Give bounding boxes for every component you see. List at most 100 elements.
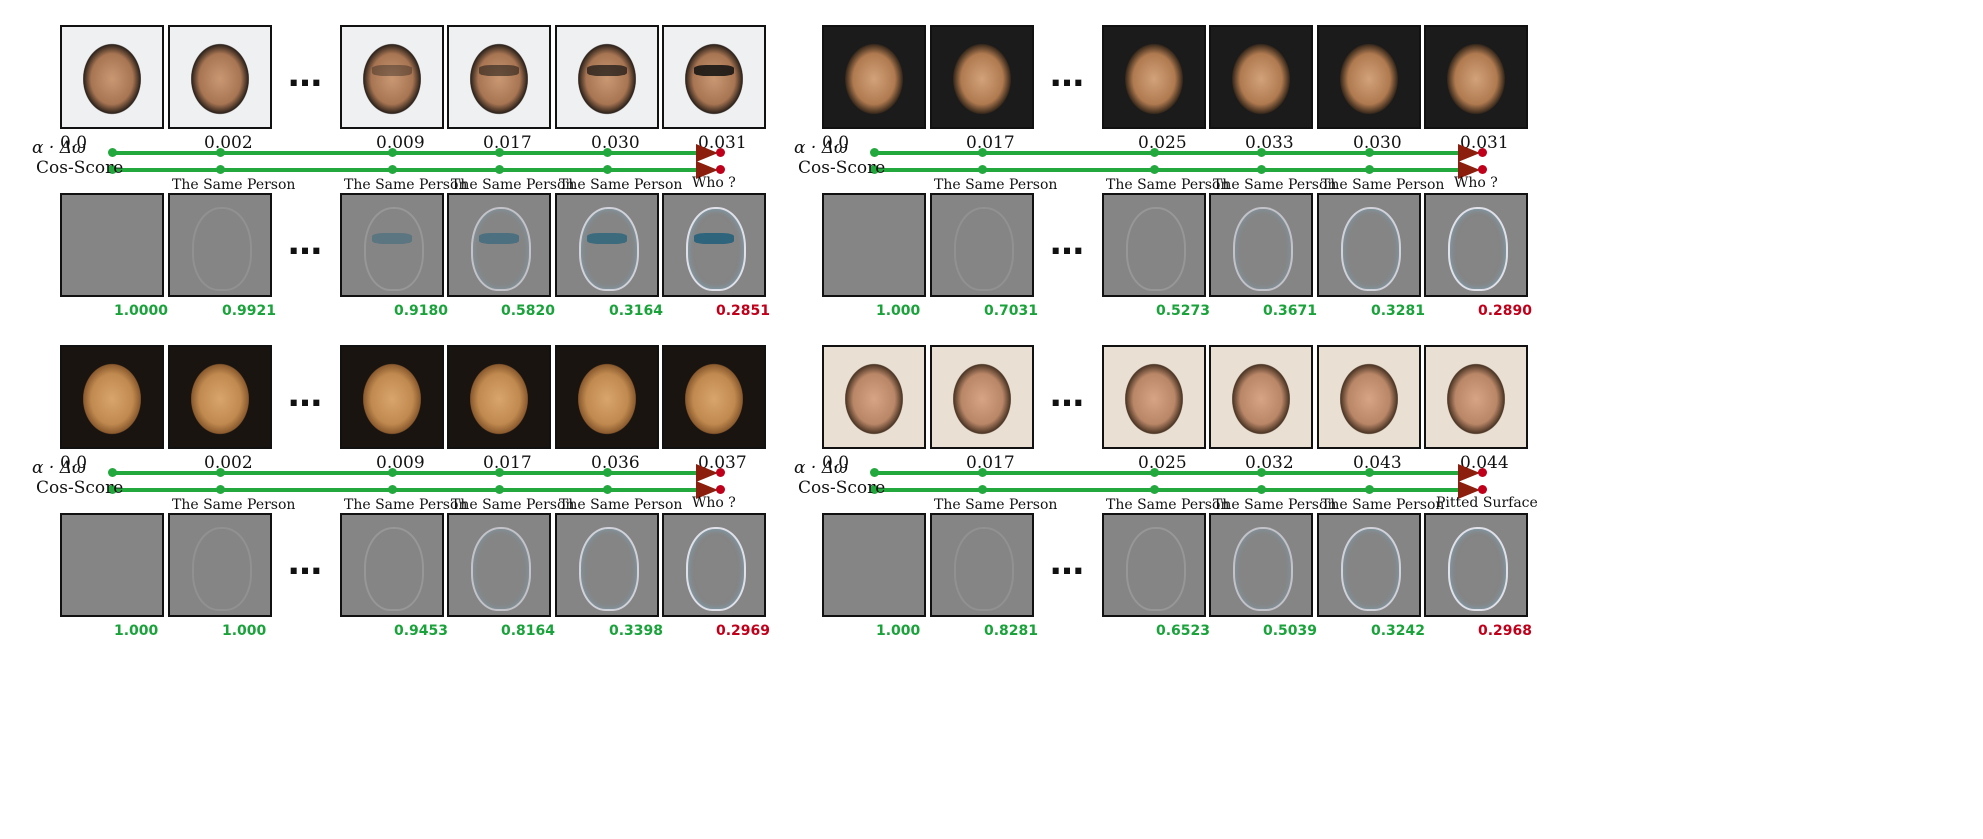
face-image — [1102, 25, 1206, 129]
sunglasses — [372, 65, 412, 76]
progress-node — [495, 148, 504, 157]
difference-map — [662, 193, 766, 297]
difference-map — [555, 513, 659, 617]
alpha-value: 0.036 — [591, 453, 640, 473]
difference-map — [1209, 193, 1313, 297]
progress-node — [1365, 148, 1374, 157]
progress-node — [978, 468, 987, 477]
face-image — [662, 25, 766, 129]
progress-node — [1365, 485, 1374, 494]
arrow-head — [696, 161, 718, 179]
alpha-value: 0.043 — [1353, 453, 1402, 473]
face-outline — [686, 527, 746, 611]
progress-line — [112, 151, 702, 155]
progress-node — [870, 148, 879, 157]
difference-map — [822, 513, 926, 617]
progress-node — [495, 468, 504, 477]
face-image — [930, 25, 1034, 129]
ellipsis: … — [288, 543, 324, 583]
difference-map — [1209, 513, 1313, 617]
progress-node — [388, 165, 397, 174]
cos-score-label: Cos-Score — [798, 158, 886, 178]
end-label: Who ? — [1454, 175, 1498, 191]
face-outline — [1126, 207, 1186, 291]
cos-score-value: 0.3281 — [1371, 303, 1426, 319]
same-person-label: The Same Person — [559, 497, 683, 513]
ellipsis: … — [1050, 543, 1086, 583]
cos-score-value: 0.6523 — [1156, 623, 1211, 639]
cos-score-value: 0.9180 — [394, 303, 449, 319]
difference-map — [1317, 193, 1421, 297]
alpha-value: 0.025 — [1138, 453, 1187, 473]
progress-node — [1365, 468, 1374, 477]
same-person-label: The Same Person — [1321, 177, 1445, 193]
cos-score-value: 0.8164 — [501, 623, 556, 639]
face-outline — [579, 527, 639, 611]
cos-score-value: 1.000 — [222, 623, 267, 639]
ellipsis: … — [1050, 375, 1086, 415]
sunglasses-diff — [694, 233, 734, 244]
difference-map — [1424, 513, 1528, 617]
sunglasses — [587, 65, 627, 76]
sunglasses — [479, 65, 519, 76]
difference-map — [930, 193, 1034, 297]
ellipsis: … — [288, 55, 324, 95]
same-person-label: The Same Person — [1213, 177, 1337, 193]
face-image — [60, 345, 164, 449]
same-person-label: The Same Person — [1213, 497, 1337, 513]
progress-node — [978, 165, 987, 174]
face-image — [822, 345, 926, 449]
progress-node — [216, 485, 225, 494]
face-image — [662, 345, 766, 449]
progress-node — [870, 468, 879, 477]
end-node — [1478, 468, 1487, 477]
progress-line — [112, 168, 702, 172]
alpha-value: 0.032 — [1245, 453, 1294, 473]
cos-score-value: 0.9921 — [222, 303, 277, 319]
face-outline — [1233, 527, 1293, 611]
arrow-head — [1458, 161, 1480, 179]
face-image — [822, 25, 926, 129]
face-outline — [686, 207, 746, 291]
difference-map — [822, 193, 926, 297]
same-person-label: The Same Person — [344, 177, 468, 193]
arrow-head — [1458, 481, 1480, 499]
cos-score-value: 1.0000 — [114, 303, 169, 319]
face-outline — [1448, 527, 1508, 611]
cos-score-value: 0.5039 — [1263, 623, 1318, 639]
difference-map — [60, 193, 164, 297]
end-node — [716, 148, 725, 157]
same-person-label: The Same Person — [934, 177, 1058, 193]
progress-node — [216, 468, 225, 477]
progress-node — [108, 165, 117, 174]
same-person-label: The Same Person — [1321, 497, 1445, 513]
face-outline — [954, 207, 1014, 291]
face-image — [1424, 345, 1528, 449]
face-outline — [579, 207, 639, 291]
progress-line — [112, 488, 702, 492]
progress-node — [603, 165, 612, 174]
face-outline — [192, 527, 252, 611]
alpha-value: 0.0 — [822, 133, 850, 153]
panel-2: … α · Δω 0.0 0.017 0.025 0.033 0.030 0.031 Cos-S… — [794, 25, 1782, 405]
alpha-value: 0.0 — [822, 453, 850, 473]
face-image — [60, 25, 164, 129]
alpha-value: 0.002 — [204, 453, 253, 473]
ellipsis: … — [1050, 223, 1086, 263]
difference-map — [1102, 513, 1206, 617]
same-person-label: The Same Person — [344, 497, 468, 513]
progress-node — [1365, 165, 1374, 174]
same-person-label: The Same Person — [934, 497, 1058, 513]
arrow-head — [696, 481, 718, 499]
cos-score-value: 1.000 — [114, 623, 159, 639]
progress-node — [870, 165, 879, 174]
progress-line — [874, 151, 1464, 155]
face-image — [1317, 25, 1421, 129]
panel-3: … α · Δω 0.0 0.002 0.009 0.017 0.036 0.037 Cos-S… — [32, 345, 1020, 725]
face-image — [1209, 345, 1313, 449]
sunglasses — [694, 65, 734, 76]
progress-node — [388, 485, 397, 494]
alpha-value: 0.0 — [60, 133, 88, 153]
alpha-value: 0.017 — [483, 453, 532, 473]
same-person-label: The Same Person — [1106, 497, 1230, 513]
